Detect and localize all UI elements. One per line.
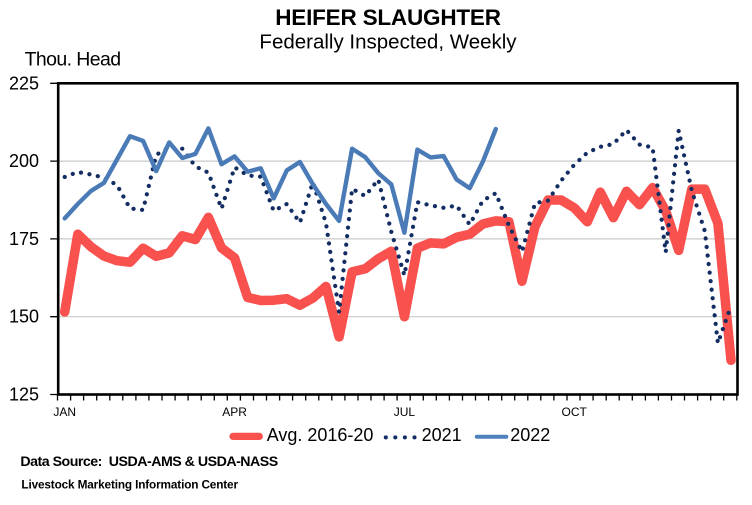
- svg-text:225: 225: [9, 73, 39, 93]
- svg-text:Federally Inspected, Weekly: Federally Inspected, Weekly: [259, 31, 517, 54]
- svg-text:JAN: JAN: [53, 405, 76, 419]
- svg-text:2021: 2021: [422, 425, 462, 445]
- svg-text:175: 175: [9, 229, 39, 249]
- svg-text:Data Source: USDA-AMS & USDA-: Data Source: USDA-AMS & USDA-NASS: [20, 454, 277, 470]
- svg-text:OCT: OCT: [562, 405, 588, 419]
- svg-text:HEIFER SLAUGHTER: HEIFER SLAUGHTER: [275, 5, 501, 30]
- svg-text:200: 200: [9, 151, 39, 171]
- svg-text:125: 125: [9, 385, 39, 405]
- svg-text:2022: 2022: [510, 425, 550, 445]
- svg-text:150: 150: [9, 307, 39, 327]
- svg-text:JUL: JUL: [394, 405, 416, 419]
- svg-text:Avg. 2016-20: Avg. 2016-20: [267, 425, 374, 445]
- svg-text:Thou. Head: Thou. Head: [25, 48, 121, 70]
- svg-text:APR: APR: [222, 405, 247, 419]
- svg-text:Livestock Marketing Informatio: Livestock Marketing Information Center: [21, 478, 238, 492]
